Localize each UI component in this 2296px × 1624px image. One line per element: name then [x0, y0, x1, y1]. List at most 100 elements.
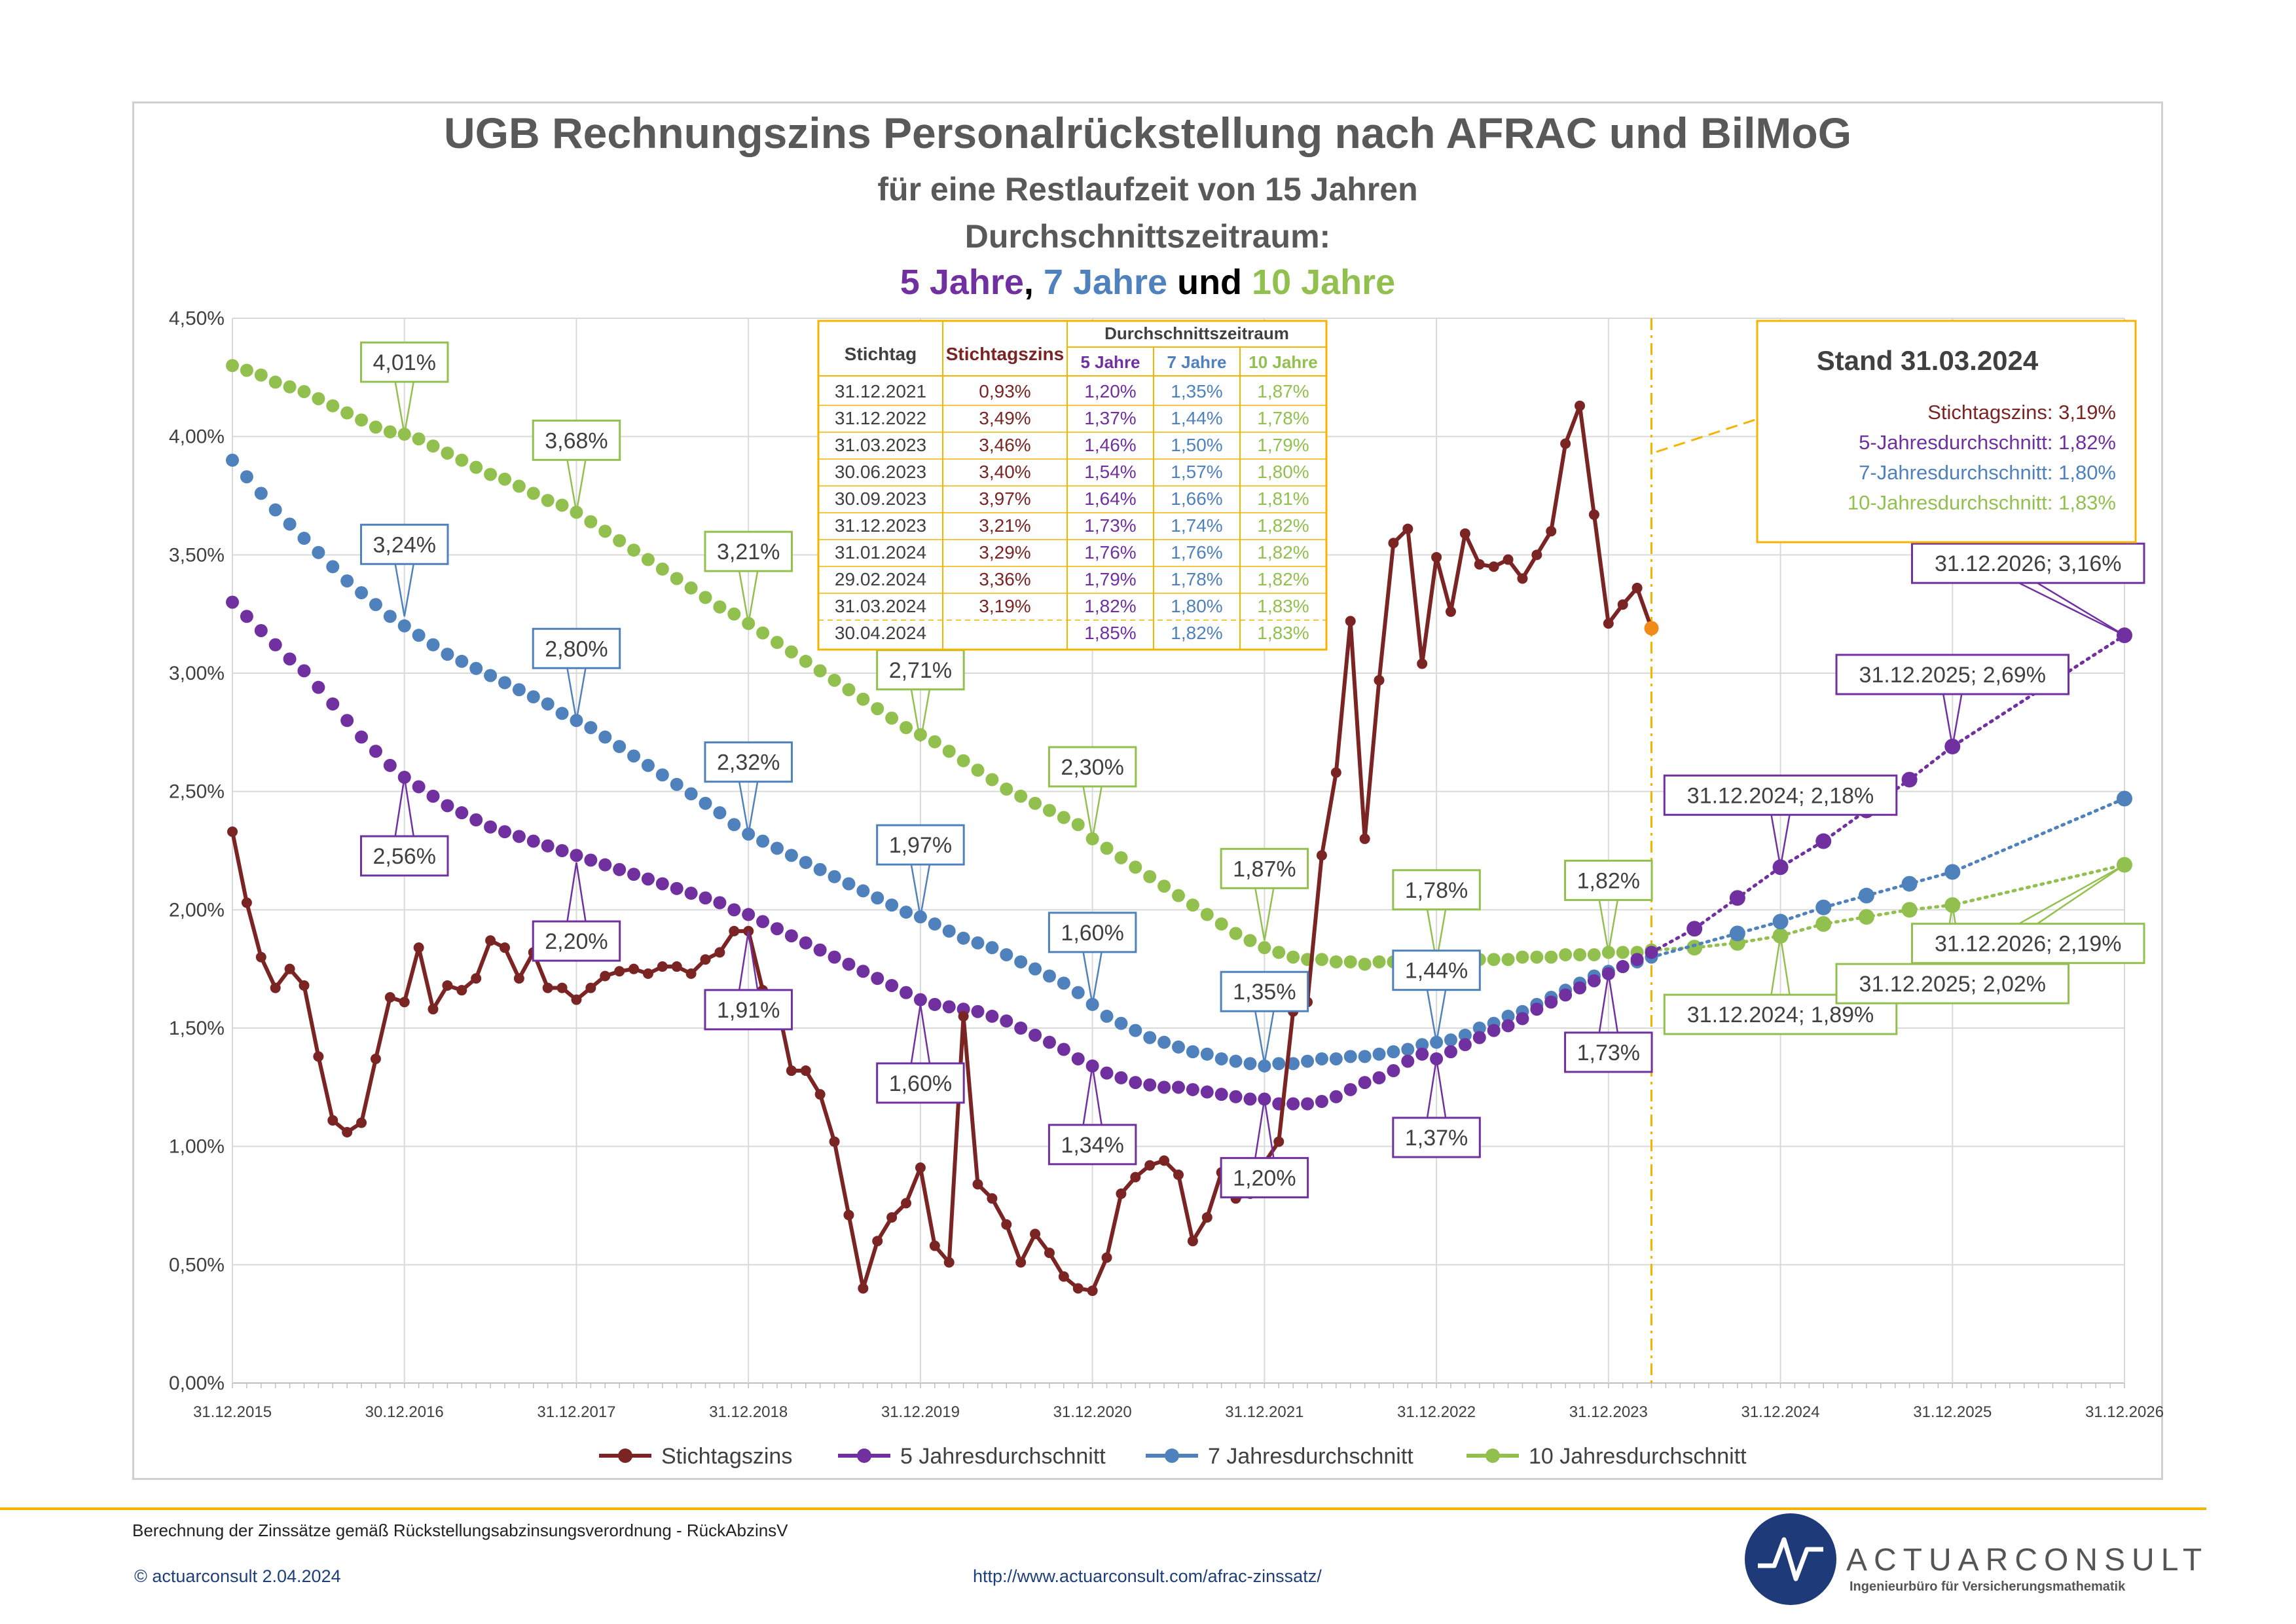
avg10-point: [455, 453, 469, 467]
stichtag-point: [1130, 1172, 1141, 1183]
stichtag-point: [1273, 1136, 1285, 1147]
avg7-point: [541, 697, 555, 710]
avg10-point: [526, 487, 540, 500]
callout-box: [1392, 1116, 1481, 1158]
avg7-point: [727, 818, 741, 832]
avg5-point: [1157, 1080, 1171, 1094]
callout-pointer: [1254, 1099, 1266, 1158]
stand-box-line: 7-Jahresdurchschnitt: 1,80%: [1859, 461, 2116, 484]
stichtag-point: [485, 935, 496, 946]
avg5-point: [913, 993, 927, 1006]
avg7-forecast-point: [1729, 925, 1745, 942]
callout-label: 1,82%: [1577, 868, 1640, 893]
avg10-point: [1200, 908, 1214, 921]
avg7-point: [598, 730, 612, 744]
table-cell: 1,78%: [1257, 408, 1309, 428]
callout-pointer: [1091, 1065, 1102, 1126]
avg7-point: [1387, 1045, 1400, 1059]
stichtag-point: [958, 1010, 969, 1022]
table-cell: 1,50%: [1171, 435, 1222, 455]
avg10-point: [512, 479, 526, 493]
chart-subtitle-term: für eine Restlaufzeit von 15 Jahren: [877, 171, 1418, 208]
callout-box: [1220, 847, 1309, 889]
callout-box: [1911, 923, 2145, 965]
table-cell: 31.03.2024: [835, 596, 926, 616]
stichtag-point: [1087, 1285, 1098, 1297]
avg5-point: [871, 972, 884, 986]
avg7-point: [713, 806, 727, 820]
avg10-point: [1329, 955, 1343, 969]
stichtag-point: [370, 1053, 381, 1064]
legend-label: 5 Jahresdurchschnitt: [900, 1444, 1106, 1469]
x-tick-label: 31.12.2023: [1569, 1403, 1648, 1421]
avg10-point: [326, 399, 340, 413]
stichtag-point: [1316, 850, 1327, 861]
stichtag-point: [471, 973, 482, 984]
avg5-point: [613, 862, 627, 876]
avg7-point: [1286, 1057, 1300, 1071]
avg10-point: [240, 363, 253, 377]
stichtag-point: [270, 982, 281, 993]
stichtag-point: [1575, 400, 1586, 411]
callout-box: [1392, 869, 1481, 911]
avg5-point: [498, 825, 511, 839]
stichtag-point: [829, 1136, 840, 1147]
legend-marker: [857, 1449, 871, 1463]
avg10-point: [1243, 934, 1257, 948]
stichtag-point: [1159, 1155, 1170, 1166]
avg7-point: [856, 884, 870, 898]
avg10-point: [856, 692, 870, 706]
stand-box-title: Stand 31.03.2024: [1817, 345, 2039, 376]
stichtag-point: [1201, 1212, 1212, 1223]
stichtag-point: [1388, 538, 1399, 549]
avg5-point: [312, 680, 325, 694]
stichtag-point: [1631, 582, 1643, 593]
stichtag-point: [642, 968, 653, 979]
avg5-point: [1329, 1090, 1343, 1103]
avg5-point: [742, 908, 756, 921]
stichtag-point: [972, 1179, 983, 1190]
callout-pointer: [1426, 989, 1438, 1043]
avg5-forecast-point: [1686, 921, 1703, 937]
callout-pointer: [2018, 582, 2125, 637]
footer-url-link[interactable]: http://www.actuarconsult.com/afrac-zinss…: [973, 1566, 1322, 1586]
data-table: Stichtag Stichtagszins Durchschnittszeitra…: [817, 320, 1328, 651]
table-cell: 1,74%: [1171, 515, 1222, 536]
avg10-point: [842, 683, 856, 697]
avg10-point: [641, 553, 655, 566]
avg10-point: [900, 721, 913, 735]
avg10-forecast-point: [1858, 909, 1874, 925]
table-cell: 31.12.2022: [835, 408, 926, 428]
stichtag-point: [255, 951, 266, 963]
chart-subtitle-period: Durchschnittszeitraum:: [964, 218, 1331, 255]
stichtag-point: [987, 1193, 998, 1204]
table-cell: 1,83%: [1257, 596, 1309, 616]
avg10-point: [1071, 818, 1085, 832]
callout-label: 4,01%: [373, 350, 436, 375]
stichtag-point: [1044, 1247, 1055, 1259]
avg5-point: [1186, 1082, 1199, 1096]
avg5-forecast-point: [1901, 771, 1918, 788]
avg10-point: [1272, 946, 1286, 959]
stichtag-point: [1402, 523, 1413, 534]
avg5-point: [455, 806, 469, 820]
callout-pointer: [1779, 815, 1791, 868]
callout-label: 1,97%: [889, 833, 952, 858]
callout-pointer: [394, 381, 405, 435]
callout-pointer: [2037, 582, 2125, 637]
avg7-point: [412, 629, 426, 642]
stichtag-point: [1517, 573, 1528, 584]
avg7-point: [326, 560, 340, 574]
avg5-point: [1214, 1088, 1228, 1101]
table-cell: 30.09.2023: [835, 489, 926, 509]
avg10-point: [1487, 953, 1501, 967]
avg7-point: [1401, 1043, 1415, 1056]
stichtag-point: [1144, 1160, 1156, 1171]
avg10-forecast-point: [1686, 940, 1703, 956]
callout-pointer: [910, 1004, 922, 1064]
avg5-point: [1587, 974, 1601, 987]
avg7-point: [297, 532, 311, 545]
callout-pointer: [1091, 951, 1102, 1005]
callout-pointer: [1942, 693, 1954, 747]
avg5-point: [1057, 1043, 1070, 1056]
